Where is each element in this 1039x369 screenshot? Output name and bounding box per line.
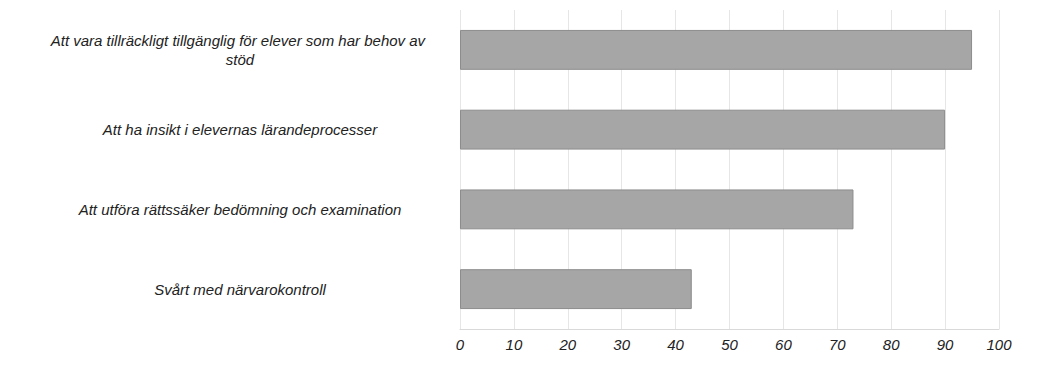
- svg-text:80: 80: [883, 336, 900, 353]
- svg-text:70: 70: [829, 336, 846, 353]
- svg-text:90: 90: [937, 336, 954, 353]
- svg-text:50: 50: [721, 336, 738, 353]
- svg-text:0: 0: [456, 336, 465, 353]
- svg-text:30: 30: [613, 336, 630, 353]
- svg-text:100: 100: [986, 336, 1012, 353]
- svg-text:Svårt med närvarokontroll: Svårt med närvarokontroll: [154, 281, 326, 298]
- svg-text:Att ha insikt i elevernas lära: Att ha insikt i elevernas lärandeprocess…: [102, 121, 378, 138]
- svg-text:40: 40: [667, 336, 684, 353]
- svg-text:20: 20: [558, 336, 576, 353]
- svg-text:stöd: stöd: [226, 51, 255, 68]
- svg-text:10: 10: [506, 336, 523, 353]
- svg-text:Att vara tillräckligt tillgäng: Att vara tillräckligt tillgänglig för el…: [50, 32, 430, 49]
- svg-text:60: 60: [775, 336, 792, 353]
- svg-text:Att utföra rättssäker bedömnin: Att utföra rättssäker bedömning och exam…: [78, 201, 402, 218]
